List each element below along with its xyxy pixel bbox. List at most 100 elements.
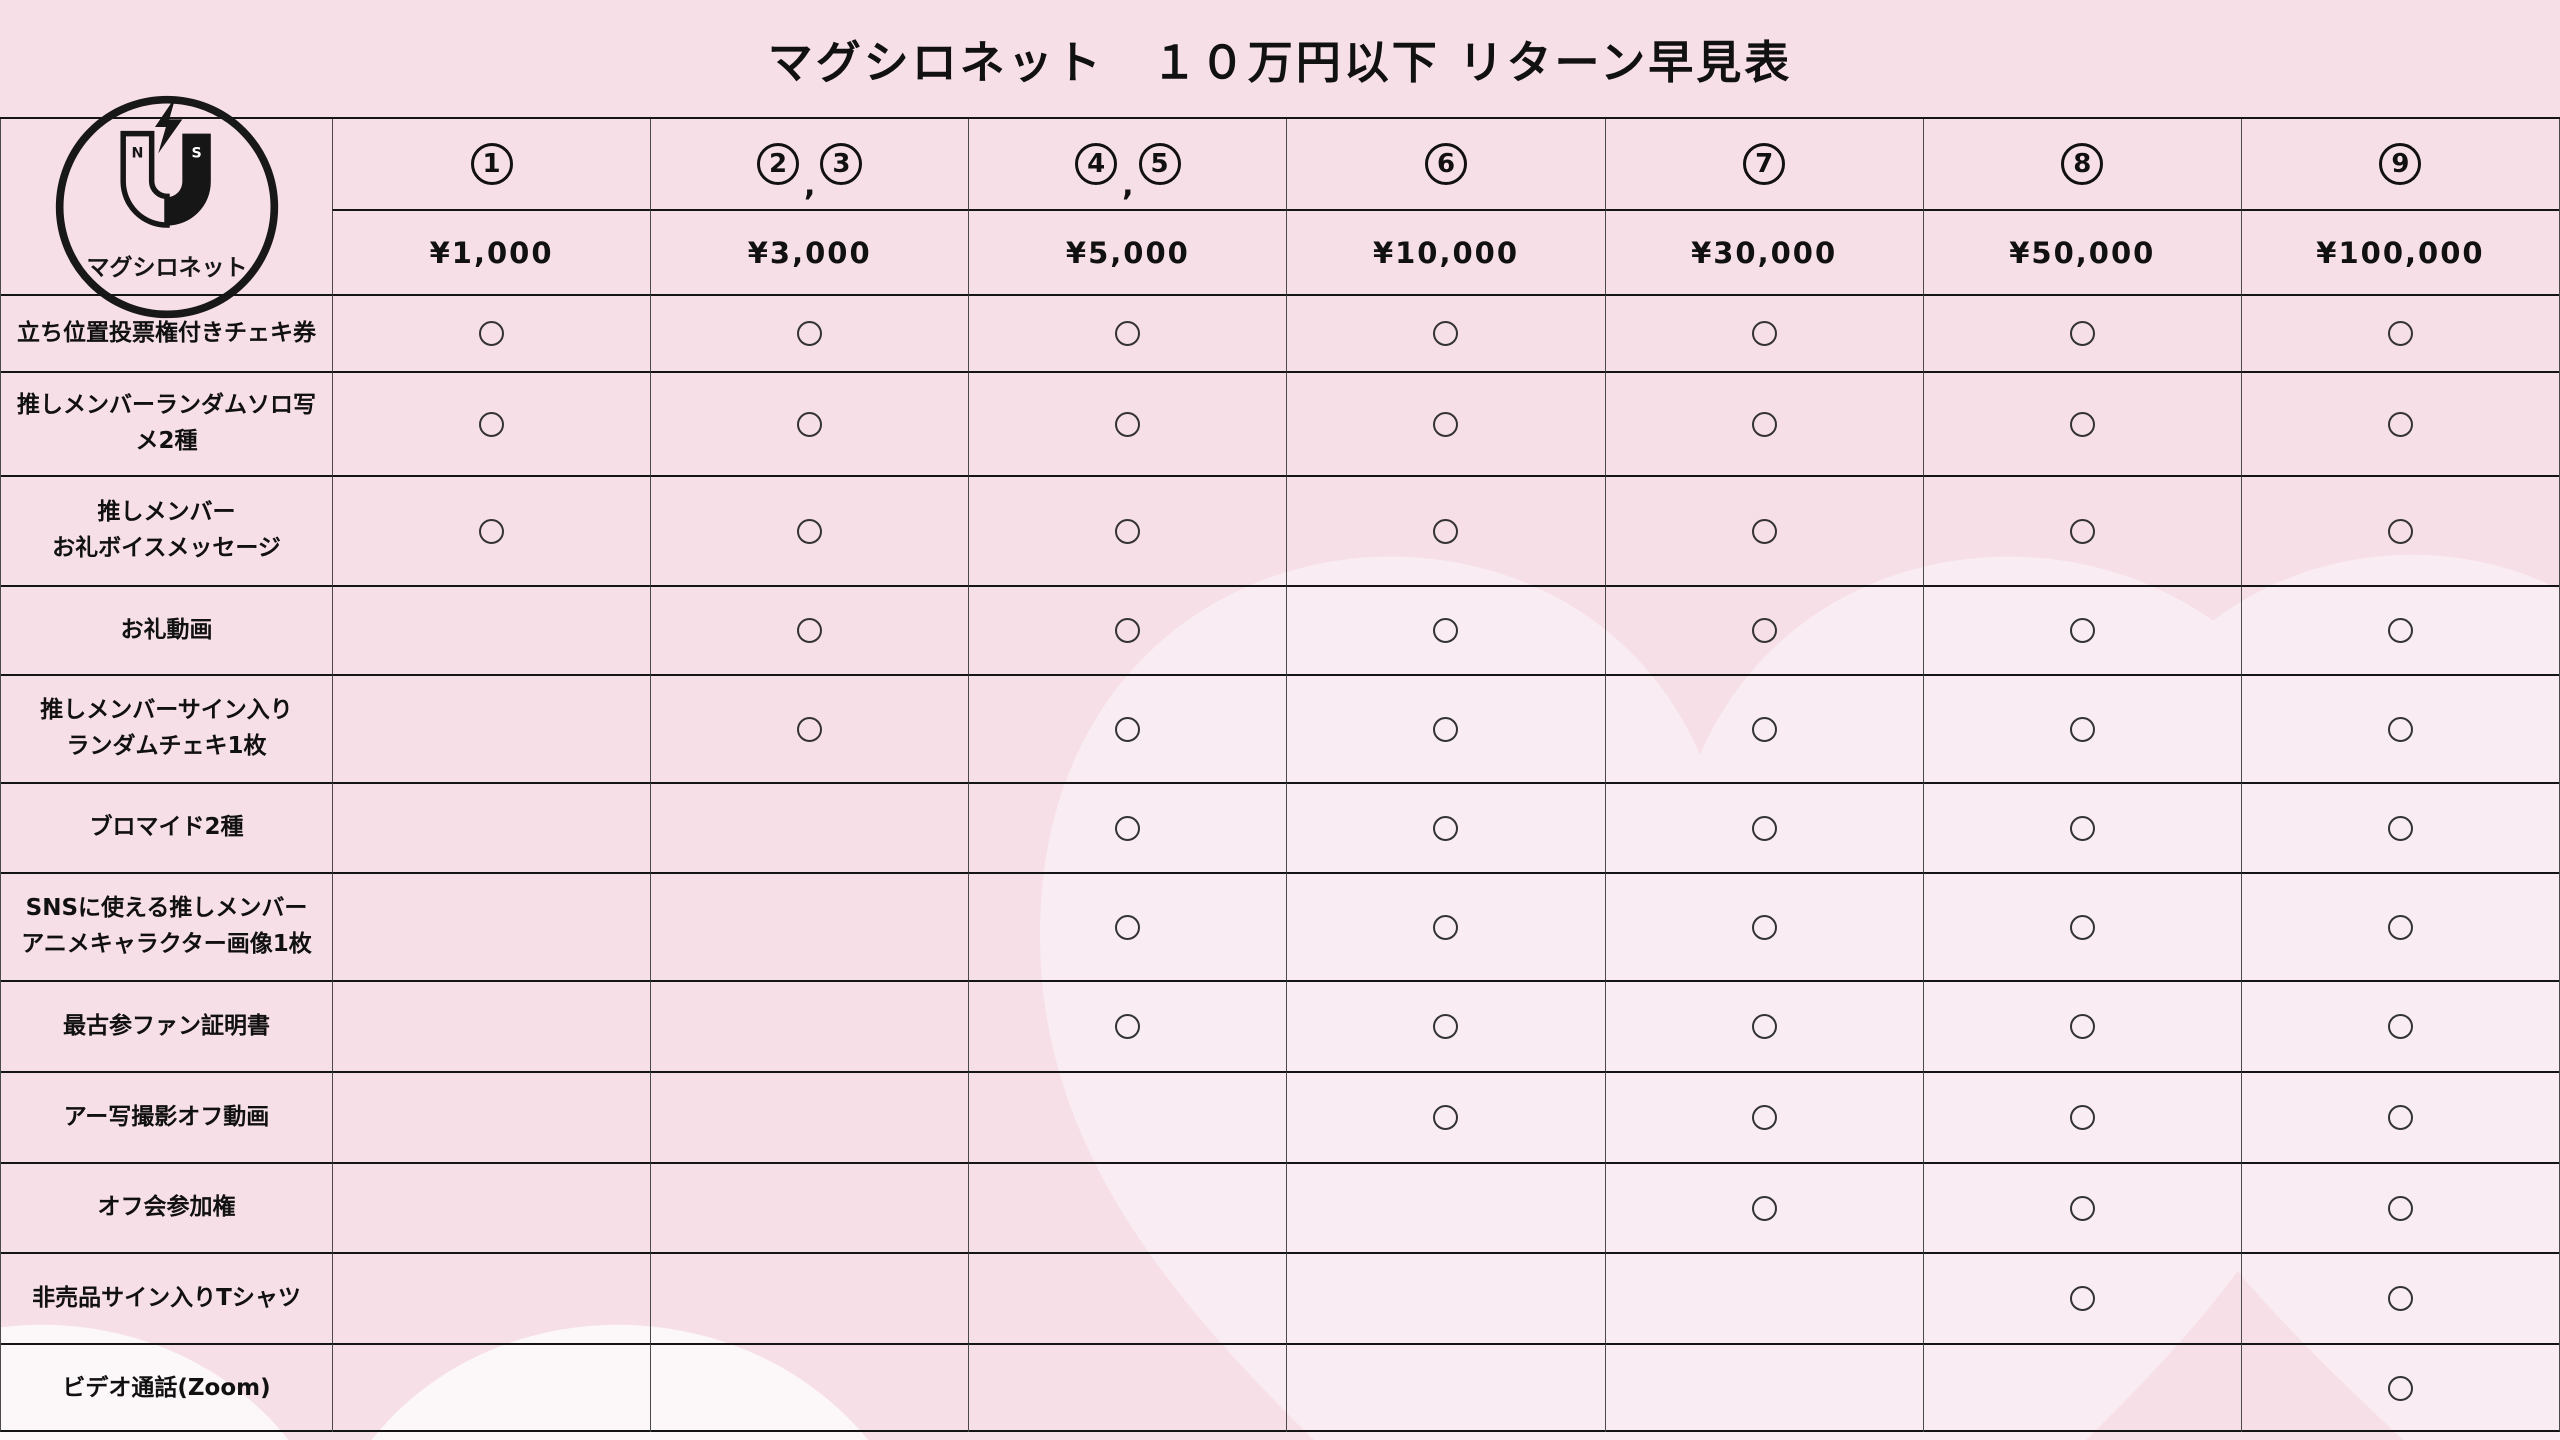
- circled-number: 6: [1424, 143, 1467, 185]
- included-circle-mark: [1433, 411, 1459, 437]
- circled-number: 5: [1138, 143, 1181, 185]
- price-header-cell: ¥50,000: [1922, 209, 2241, 294]
- brand-name: マグシロネット: [86, 253, 247, 280]
- reward-label-line: お礼ボイスメッセージ: [52, 535, 281, 561]
- reward-table: N S マグシロネット 1 2, 3 4, 5 6 7 8 9 ¥1,000 ¥3,000 ¥5,000 ¥1…: [0, 95, 2560, 1432]
- reward-cell-included: [1604, 980, 1923, 1071]
- included-circle-mark: [1115, 815, 1141, 841]
- reward-cell-included: [1922, 980, 2241, 1071]
- reward-cell-empty: [650, 872, 969, 980]
- reward-cell-included: [1286, 475, 1605, 585]
- logo-circle: [55, 95, 278, 318]
- reward-cell-included: [332, 294, 651, 371]
- reward-cell-empty: [332, 585, 651, 674]
- reward-cell-included: [1604, 294, 1923, 371]
- heart-decor: [2084, 554, 2560, 1440]
- reward-cell-included: [1286, 872, 1605, 980]
- reward-cell-included: [968, 294, 1287, 371]
- included-circle-mark: [797, 618, 823, 643]
- reward-cell-empty: [332, 980, 651, 1071]
- reward-label: 推しメンバー お礼ボイスメッセージ: [1, 475, 332, 585]
- price-label: ¥10,000: [1372, 235, 1520, 270]
- included-circle-mark: [1115, 716, 1141, 742]
- included-circle-mark: [2387, 1014, 2413, 1039]
- reward-label: SNSに使える推しメンバー アニメキャラクター画像1枚: [1, 872, 332, 980]
- reward-cell-included: [2240, 872, 2559, 980]
- magnet-pole-s: S: [191, 145, 201, 161]
- price-header-cell: ¥1,000: [332, 209, 651, 294]
- tier-header-cell: 8: [1922, 119, 2241, 209]
- included-circle-mark: [2387, 321, 2413, 346]
- price-label: ¥30,000: [1691, 235, 1838, 270]
- reward-cell-included: [2240, 475, 2559, 585]
- reward-cell-included: [650, 294, 969, 371]
- reward-cell-included: [1922, 872, 2241, 980]
- included-circle-mark: [1751, 815, 1777, 841]
- reward-cell-empty: [332, 1252, 651, 1343]
- included-circle-mark: [1433, 518, 1459, 544]
- included-circle-mark: [1115, 1014, 1141, 1039]
- reward-label-line: ビデオ通話(Zoom): [62, 1374, 271, 1401]
- reward-cell-empty: [1604, 1343, 1923, 1432]
- price-header-cell: ¥5,000: [968, 209, 1287, 294]
- reward-label: お礼動画: [1, 585, 332, 674]
- reward-label-line: ブロマイド2種: [89, 814, 244, 841]
- price-label: ¥3,000: [747, 235, 872, 270]
- reward-label-line: 最古参ファン証明書: [63, 1012, 270, 1039]
- included-circle-mark: [479, 518, 505, 544]
- reward-label-line: 推しメンバーサイン入り: [40, 697, 293, 724]
- included-circle-mark: [2387, 1105, 2413, 1130]
- reward-label: ビデオ通話(Zoom): [1, 1343, 332, 1432]
- reward-cell-empty: [332, 674, 651, 782]
- included-circle-mark: [1751, 321, 1777, 346]
- reward-cell-empty: [332, 1162, 651, 1252]
- reward-cell-empty: [650, 1252, 969, 1343]
- reward-cell-empty: [650, 782, 969, 872]
- included-circle-mark: [1751, 1195, 1777, 1221]
- reward-label: 推しメンバーサイン入り ランダムチェキ1枚: [1, 674, 332, 782]
- reward-cell-included: [1286, 1071, 1605, 1162]
- reward-cell-included: [2240, 371, 2559, 475]
- page-title: マグシロネット １０万円以下 リターン早見表: [767, 36, 1793, 89]
- reward-cell-empty: [968, 1162, 1287, 1252]
- included-circle-mark: [797, 518, 823, 544]
- reward-cell-empty: [1604, 1252, 1923, 1343]
- reward-label: 最古参ファン証明書: [1, 980, 332, 1071]
- reward-cell-included: [650, 585, 969, 674]
- tier-header-cell: 9: [2240, 119, 2559, 209]
- magnet-pole-n: N: [131, 145, 143, 161]
- included-circle-mark: [1751, 716, 1777, 742]
- circled-number: 4: [1075, 143, 1118, 185]
- reward-cell-included: [650, 475, 969, 585]
- reward-cell-included: [1922, 585, 2241, 674]
- included-circle-mark: [1115, 518, 1141, 544]
- reward-cell-included: [968, 585, 1287, 674]
- included-circle-mark: [1115, 411, 1141, 437]
- reward-cell-empty: [968, 1343, 1287, 1432]
- reward-cell-empty: [650, 1162, 969, 1252]
- reward-cell-empty: [332, 1071, 651, 1162]
- tier-comma: ,: [1122, 168, 1134, 203]
- reward-cell-included: [1286, 782, 1605, 872]
- reward-cell-included: [2240, 1343, 2559, 1432]
- reward-cell-included: [1286, 980, 1605, 1071]
- circled-number: 9: [2379, 143, 2422, 185]
- reward-cell-included: [2240, 674, 2559, 782]
- circled-number: 7: [1743, 143, 1786, 185]
- tier-comma: ,: [804, 168, 816, 203]
- reward-cell-empty: [650, 1343, 969, 1432]
- reward-cell-included: [1922, 371, 2241, 475]
- circled-number: 1: [470, 143, 513, 185]
- included-circle-mark: [1751, 518, 1777, 544]
- magnet-icon: [119, 130, 211, 228]
- price-label: ¥1,000: [429, 235, 554, 270]
- reward-label: ブロマイド2種: [1, 782, 332, 872]
- circled-number: 8: [2061, 143, 2104, 185]
- included-circle-mark: [2387, 618, 2413, 643]
- included-circle-mark: [797, 321, 823, 346]
- included-circle-mark: [2387, 815, 2413, 841]
- reward-cell-included: [1286, 294, 1605, 371]
- page-title-bar: マグシロネット １０万円以下 リターン早見表: [0, 0, 2560, 119]
- price-label: ¥50,000: [2009, 235, 2156, 270]
